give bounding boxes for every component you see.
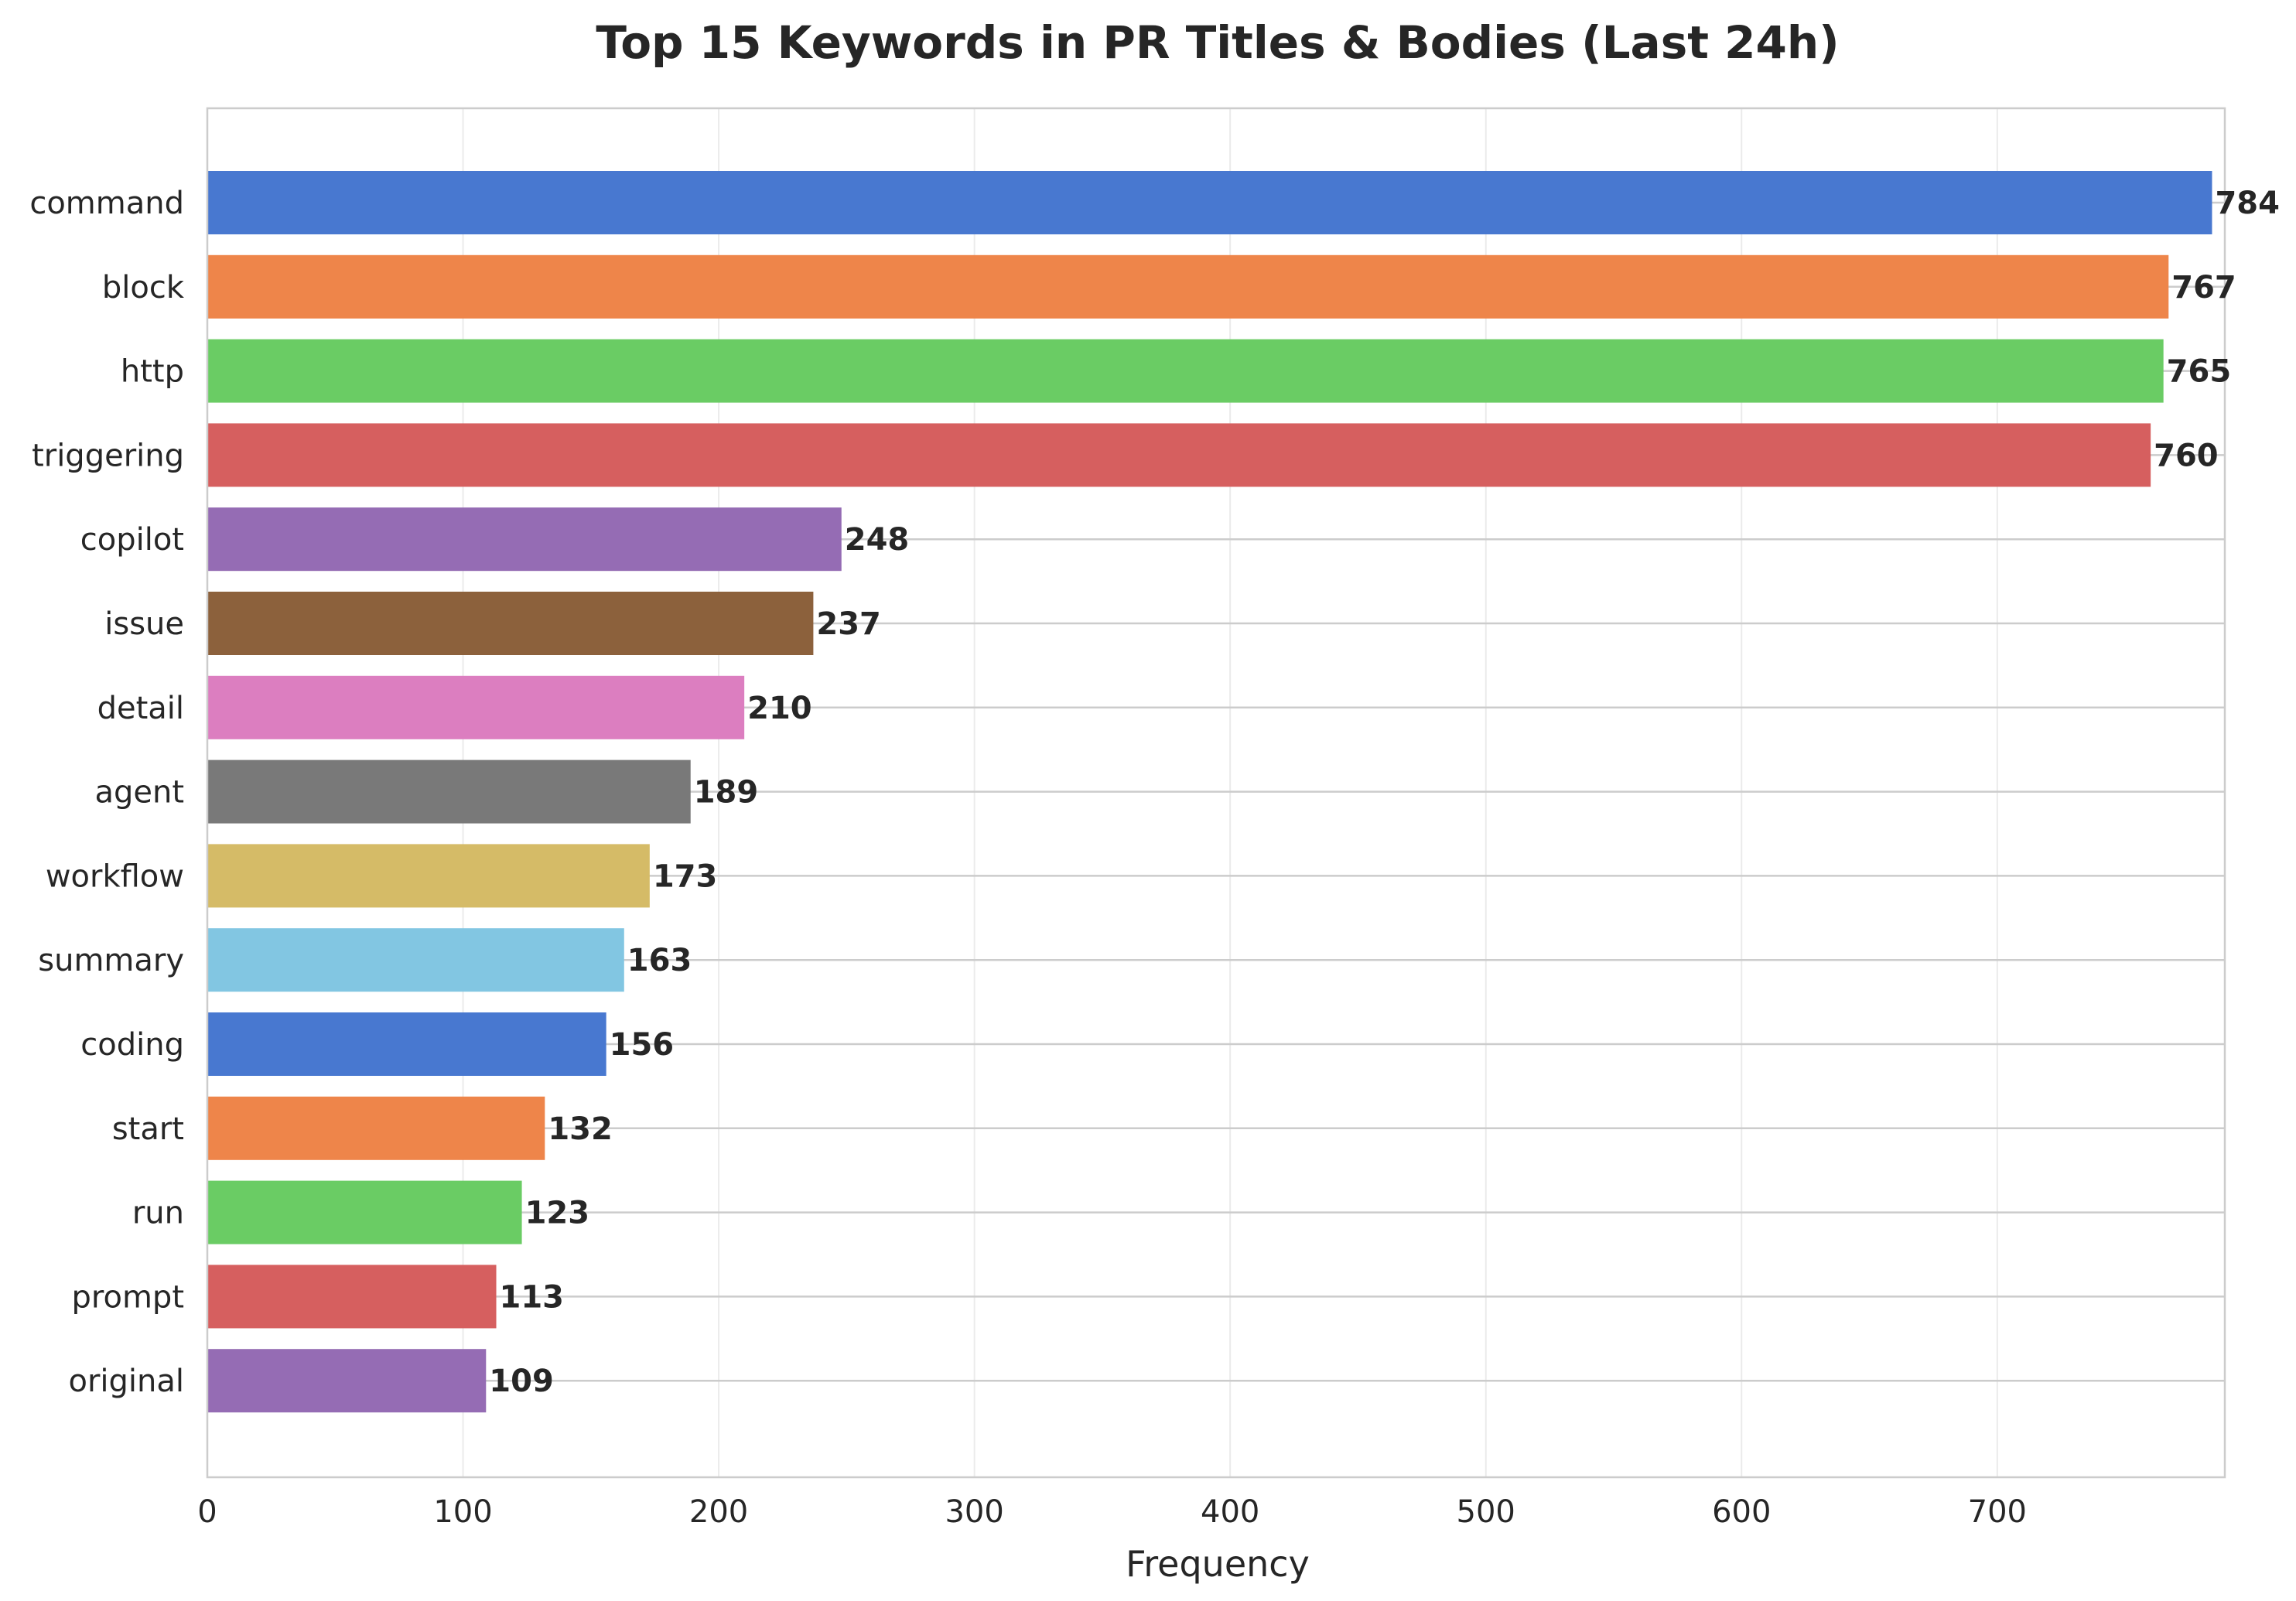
axes-spines [206,107,2226,1479]
category-label-agent: agent [94,775,184,811]
chart-title: Top 15 Keywords in PR Titles & Bodies (L… [596,16,1839,69]
category-label-start: start [112,1111,184,1147]
x-tick-label-600: 600 [1712,1494,1771,1530]
plot-frame [206,107,2226,1479]
bars [207,171,2212,1413]
category-label-original: original [68,1364,184,1399]
category-label-block: block [102,270,185,306]
value-label-detail: 210 [747,691,812,726]
category-label-detail: detail [97,691,184,726]
bar-issue [207,592,814,655]
category-label-run: run [132,1196,184,1231]
value-label-triggering: 760 [2154,438,2219,473]
x-tick-label-100: 100 [433,1494,492,1530]
value-label-original: 109 [489,1364,554,1399]
category-label-issue: issue [104,606,184,642]
category-label-triggering: triggering [32,438,184,473]
bar-run [207,1180,522,1244]
category-label-copilot: copilot [80,522,184,558]
value-label-run: 123 [525,1196,590,1231]
category-label-http: http [121,354,184,390]
category-labels: command block http triggering copilot issue de… [29,186,184,1399]
value-label-start: 132 [548,1111,613,1147]
category-label-summary: summary [38,943,184,978]
x-tick-label-700: 700 [1968,1494,2027,1530]
value-label-issue: 237 [816,606,881,642]
bar-block [207,254,2169,319]
bar-http [207,339,2164,403]
value-labels: 784 767 765 760 248 237 210 189 173 163 156 132 123 1… [489,186,2280,1399]
value-label-summary: 163 [627,943,692,978]
bar-start [207,1096,545,1160]
bar-coding [207,1012,606,1076]
value-label-copilot: 248 [845,522,910,558]
bar-detail [207,675,745,739]
x-tick-label-300: 300 [945,1494,1003,1530]
x-tick-label-200: 200 [689,1494,748,1530]
bar-triggering [207,423,2151,487]
category-label-prompt: prompt [72,1279,184,1315]
bar-copilot [207,507,842,572]
category-label-workflow: workflow [46,859,184,894]
value-label-block: 767 [2171,270,2236,306]
value-label-agent: 189 [694,775,759,811]
bar-agent [207,760,691,824]
x-tick-label-400: 400 [1201,1494,1259,1530]
value-label-http: 765 [2167,354,2232,390]
value-label-command: 784 [2215,186,2280,221]
x-axis-title: Frequency [1126,1543,1310,1585]
x-tick-label-500: 500 [1457,1494,1515,1530]
x-axis-ticks: 0 100 200 300 400 500 600 700 [197,1494,2027,1530]
x-tick-label-0: 0 [197,1494,217,1530]
bar-summary [207,928,624,992]
bar-original [207,1349,487,1413]
bar-prompt [207,1265,497,1329]
value-label-coding: 156 [610,1027,675,1063]
value-label-prompt: 113 [500,1279,565,1315]
bar-workflow [207,844,650,908]
value-label-workflow: 173 [653,859,718,894]
bar-command [207,171,2212,234]
category-label-coding: coding [80,1027,184,1063]
category-label-command: command [29,186,184,221]
